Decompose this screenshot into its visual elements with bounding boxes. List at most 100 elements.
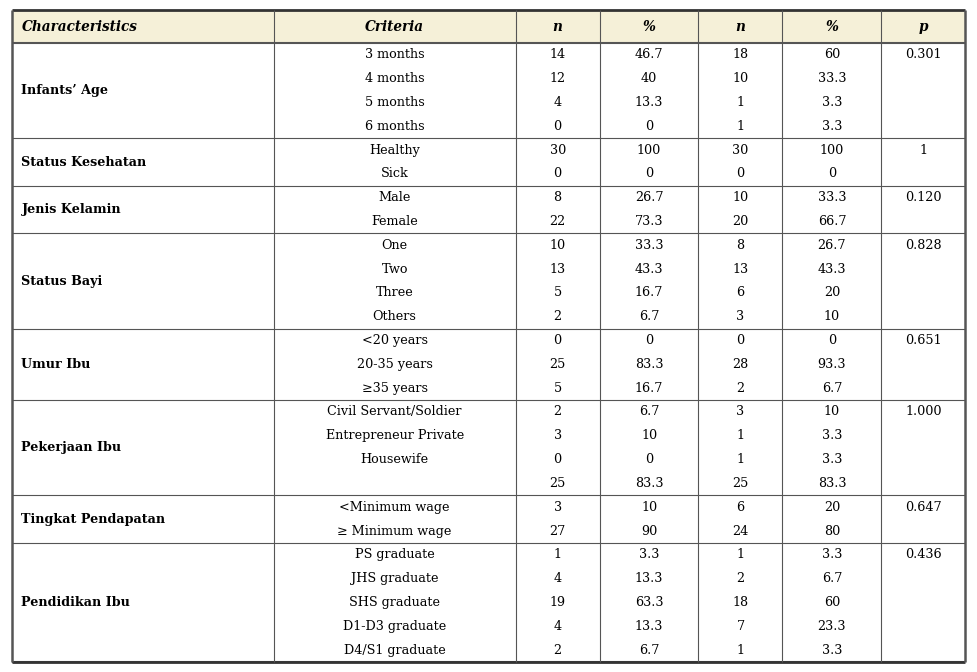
Text: 83.3: 83.3 <box>635 358 663 371</box>
Text: 3: 3 <box>554 429 562 442</box>
Text: 13.3: 13.3 <box>635 96 663 109</box>
Text: Entrepreneur Private: Entrepreneur Private <box>325 429 464 442</box>
Text: D4/S1 graduate: D4/S1 graduate <box>344 644 446 657</box>
Text: n: n <box>736 19 745 34</box>
Text: 3: 3 <box>737 310 744 323</box>
Text: 5: 5 <box>554 286 562 300</box>
Text: 10: 10 <box>641 429 658 442</box>
Bar <box>12 400 965 495</box>
Text: 20: 20 <box>733 215 748 228</box>
Text: 26.7: 26.7 <box>635 192 663 204</box>
Text: 6.7: 6.7 <box>639 405 659 419</box>
Text: 0: 0 <box>554 120 562 133</box>
Text: 14: 14 <box>550 48 566 61</box>
Text: 10: 10 <box>641 501 658 513</box>
Text: Criteria: Criteria <box>365 19 424 34</box>
Bar <box>12 186 965 233</box>
Text: 6: 6 <box>737 286 744 300</box>
Text: 7: 7 <box>737 620 744 633</box>
Text: 0.647: 0.647 <box>905 501 942 513</box>
Text: 0: 0 <box>645 334 654 347</box>
Text: 13.3: 13.3 <box>635 620 663 633</box>
Text: 16.7: 16.7 <box>635 286 663 300</box>
Text: 43.3: 43.3 <box>818 263 846 276</box>
Text: 0.120: 0.120 <box>905 192 942 204</box>
Text: 30: 30 <box>549 144 566 157</box>
Text: 0: 0 <box>737 334 744 347</box>
Text: 33.3: 33.3 <box>818 73 846 85</box>
Text: 6.7: 6.7 <box>822 382 842 394</box>
Text: 8: 8 <box>554 192 562 204</box>
Text: p: p <box>918 19 928 34</box>
Text: 13: 13 <box>550 263 566 276</box>
Text: Healthy: Healthy <box>369 144 420 157</box>
Text: Housewife: Housewife <box>361 453 429 466</box>
Text: Others: Others <box>372 310 416 323</box>
Text: 1: 1 <box>737 96 744 109</box>
Text: 46.7: 46.7 <box>635 48 663 61</box>
Text: Umur Ibu: Umur Ibu <box>21 358 91 371</box>
Text: 10: 10 <box>550 239 566 252</box>
Text: 4: 4 <box>554 620 562 633</box>
Text: 1.000: 1.000 <box>905 405 942 419</box>
Text: 0.436: 0.436 <box>905 548 942 561</box>
Text: 5: 5 <box>554 382 562 394</box>
Text: %: % <box>826 19 838 34</box>
Text: 3.3: 3.3 <box>822 120 842 133</box>
Text: 10: 10 <box>733 192 748 204</box>
Text: 16.7: 16.7 <box>635 382 663 394</box>
Text: Pendidikan Ibu: Pendidikan Ibu <box>21 596 130 609</box>
Bar <box>12 138 965 186</box>
Text: 20: 20 <box>824 501 840 513</box>
Text: 40: 40 <box>641 73 658 85</box>
Text: 28: 28 <box>733 358 748 371</box>
Text: 1: 1 <box>554 548 562 561</box>
Text: 3.3: 3.3 <box>822 453 842 466</box>
Text: Infants’ Age: Infants’ Age <box>21 84 108 97</box>
Text: n: n <box>553 19 563 34</box>
Text: 2: 2 <box>737 572 744 585</box>
Text: 4: 4 <box>554 96 562 109</box>
Text: 22: 22 <box>549 215 566 228</box>
Text: 3: 3 <box>554 501 562 513</box>
Text: 23.3: 23.3 <box>818 620 846 633</box>
Text: JHS graduate: JHS graduate <box>351 572 439 585</box>
Text: Status Bayi: Status Bayi <box>21 275 103 288</box>
Text: Status Kesehatan: Status Kesehatan <box>21 155 147 169</box>
Text: Characteristics: Characteristics <box>21 19 138 34</box>
Text: D1-D3 graduate: D1-D3 graduate <box>343 620 446 633</box>
Bar <box>12 495 965 543</box>
Text: Three: Three <box>376 286 413 300</box>
Text: 27: 27 <box>549 525 566 538</box>
Text: 20-35 years: 20-35 years <box>357 358 433 371</box>
Text: 25: 25 <box>549 477 566 490</box>
Text: Sick: Sick <box>381 167 408 181</box>
Text: 6.7: 6.7 <box>639 644 659 657</box>
Text: 93.3: 93.3 <box>818 358 846 371</box>
Text: <Minimum wage: <Minimum wage <box>339 501 449 513</box>
Text: 13: 13 <box>733 263 748 276</box>
Text: Male: Male <box>378 192 410 204</box>
Text: Pekerjaan Ibu: Pekerjaan Ibu <box>21 442 121 454</box>
Text: 100: 100 <box>637 144 661 157</box>
Text: One: One <box>382 239 407 252</box>
Text: 8: 8 <box>737 239 744 252</box>
Text: 3.3: 3.3 <box>822 548 842 561</box>
Text: 0: 0 <box>828 334 836 347</box>
Text: 3 months: 3 months <box>364 48 424 61</box>
Text: 0: 0 <box>554 167 562 181</box>
Text: Two: Two <box>381 263 407 276</box>
Text: 6.7: 6.7 <box>822 572 842 585</box>
Text: 13.3: 13.3 <box>635 572 663 585</box>
Text: PS graduate: PS graduate <box>355 548 435 561</box>
Text: 66.7: 66.7 <box>818 215 846 228</box>
Text: 3: 3 <box>737 405 744 419</box>
Text: 0: 0 <box>554 453 562 466</box>
Text: 1: 1 <box>737 429 744 442</box>
Text: 2: 2 <box>737 382 744 394</box>
Text: 6: 6 <box>737 501 744 513</box>
Text: 0: 0 <box>554 334 562 347</box>
Text: 4: 4 <box>554 572 562 585</box>
Text: 33.3: 33.3 <box>635 239 663 252</box>
Text: 3.3: 3.3 <box>822 644 842 657</box>
